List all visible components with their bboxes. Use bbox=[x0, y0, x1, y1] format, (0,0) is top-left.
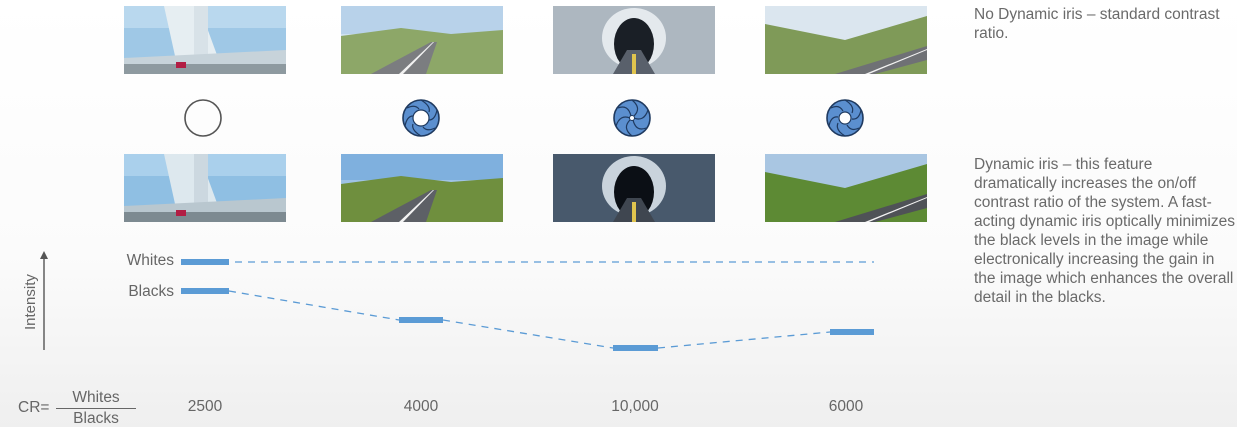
formula-numerator: Whites bbox=[56, 388, 136, 409]
thumbnail-country-road-dynamic bbox=[341, 154, 503, 222]
intensity-axis-arrow-icon bbox=[40, 251, 48, 259]
blacks-level-dashed-line bbox=[228, 290, 400, 321]
iris-open-icon bbox=[183, 98, 223, 138]
thumbnail-overpass-dynamic bbox=[124, 154, 286, 222]
blacks-level-bar bbox=[830, 329, 874, 335]
blacks-level-dashed-line bbox=[442, 319, 614, 349]
blacks-level-bar bbox=[181, 288, 229, 294]
formula-fraction: Whites Blacks bbox=[56, 388, 136, 429]
blacks-label: Blacks bbox=[128, 283, 174, 300]
blacks-level-bar bbox=[399, 317, 443, 323]
thumbnail-tunnel-standard bbox=[553, 6, 715, 74]
thumbnail-hillside-road-dynamic bbox=[765, 154, 927, 222]
thumbnail-hillside-road-standard bbox=[765, 6, 927, 74]
iris-closed-icon bbox=[612, 98, 652, 138]
cr-value: 6000 bbox=[828, 398, 864, 415]
thumbnail-tunnel-dynamic bbox=[553, 154, 715, 222]
cr-value: 10,000 bbox=[611, 398, 659, 415]
thumbnail-overpass-standard bbox=[124, 6, 286, 74]
note-dynamic-iris: Dynamic iris – this feature dramatically… bbox=[974, 156, 1235, 306]
whites-level-bar bbox=[181, 259, 229, 265]
whites-label: Whites bbox=[126, 252, 174, 269]
blacks-level-bar bbox=[613, 345, 658, 351]
thumbnail-country-road-standard bbox=[341, 6, 503, 74]
iris-partial-icon bbox=[401, 98, 441, 138]
intensity-axis-label: Intensity bbox=[22, 274, 39, 330]
cr-value: 2500 bbox=[187, 398, 223, 415]
iris-partial-icon bbox=[825, 98, 865, 138]
note-no-dynamic-iris: No Dynamic iris – standard contrast rati… bbox=[974, 6, 1220, 42]
formula-denominator: Blacks bbox=[73, 410, 119, 427]
blacks-level-dashed-line bbox=[657, 331, 831, 349]
cr-value: 4000 bbox=[403, 398, 439, 415]
formula-prefix: CR= bbox=[18, 399, 50, 416]
